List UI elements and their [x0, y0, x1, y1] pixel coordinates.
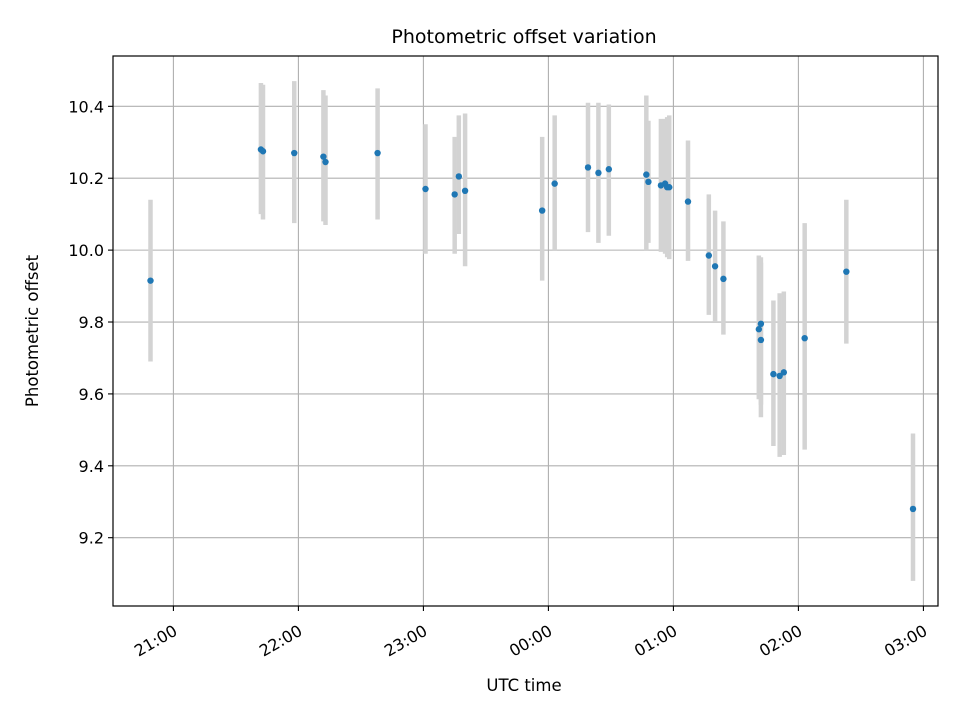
data-point	[422, 185, 429, 193]
data-point	[705, 252, 713, 259]
y-axis-label: Photometric offset	[23, 254, 42, 407]
data-point	[755, 326, 763, 333]
data-point	[455, 173, 463, 180]
y-tick-label: 9.6	[79, 385, 104, 404]
data-point	[605, 166, 613, 173]
x-axis-label: UTC time	[486, 676, 561, 695]
data-points	[147, 146, 917, 513]
y-axis-ticks: 9.2 9.4 9.6 9.8 10.0 10.2 10.4	[68, 97, 113, 548]
data-point	[666, 184, 673, 191]
data-point	[776, 372, 783, 380]
data-point	[801, 334, 808, 342]
y-tick-label: 10.0	[68, 241, 104, 260]
data-point	[720, 275, 727, 283]
grid-lines	[113, 56, 938, 606]
data-point	[643, 171, 650, 178]
data-point	[320, 153, 327, 160]
data-point	[757, 336, 765, 344]
data-point	[711, 263, 719, 270]
data-point	[322, 158, 329, 166]
data-point	[595, 169, 602, 177]
data-point	[843, 268, 850, 275]
y-tick-label: 9.2	[79, 529, 104, 548]
data-point	[551, 180, 558, 187]
data-point	[147, 277, 154, 284]
data-point	[780, 369, 788, 376]
data-point	[259, 148, 267, 155]
y-tick-label: 9.4	[79, 457, 104, 476]
data-point	[451, 191, 458, 198]
data-point	[291, 149, 298, 157]
chart-title: Photometric offset variation	[391, 26, 656, 48]
y-tick-label: 9.8	[79, 313, 104, 332]
data-point	[461, 187, 469, 195]
plot-frame	[112, 55, 939, 607]
y-tick-label: 10.2	[68, 169, 104, 188]
data-point	[770, 370, 777, 378]
data-point	[684, 198, 692, 205]
data-point	[757, 320, 765, 328]
y-tick-label: 10.4	[68, 97, 104, 116]
data-point	[645, 178, 652, 186]
data-point	[538, 207, 546, 214]
data-point	[374, 149, 381, 157]
data-point	[909, 505, 917, 513]
data-point	[584, 164, 592, 171]
